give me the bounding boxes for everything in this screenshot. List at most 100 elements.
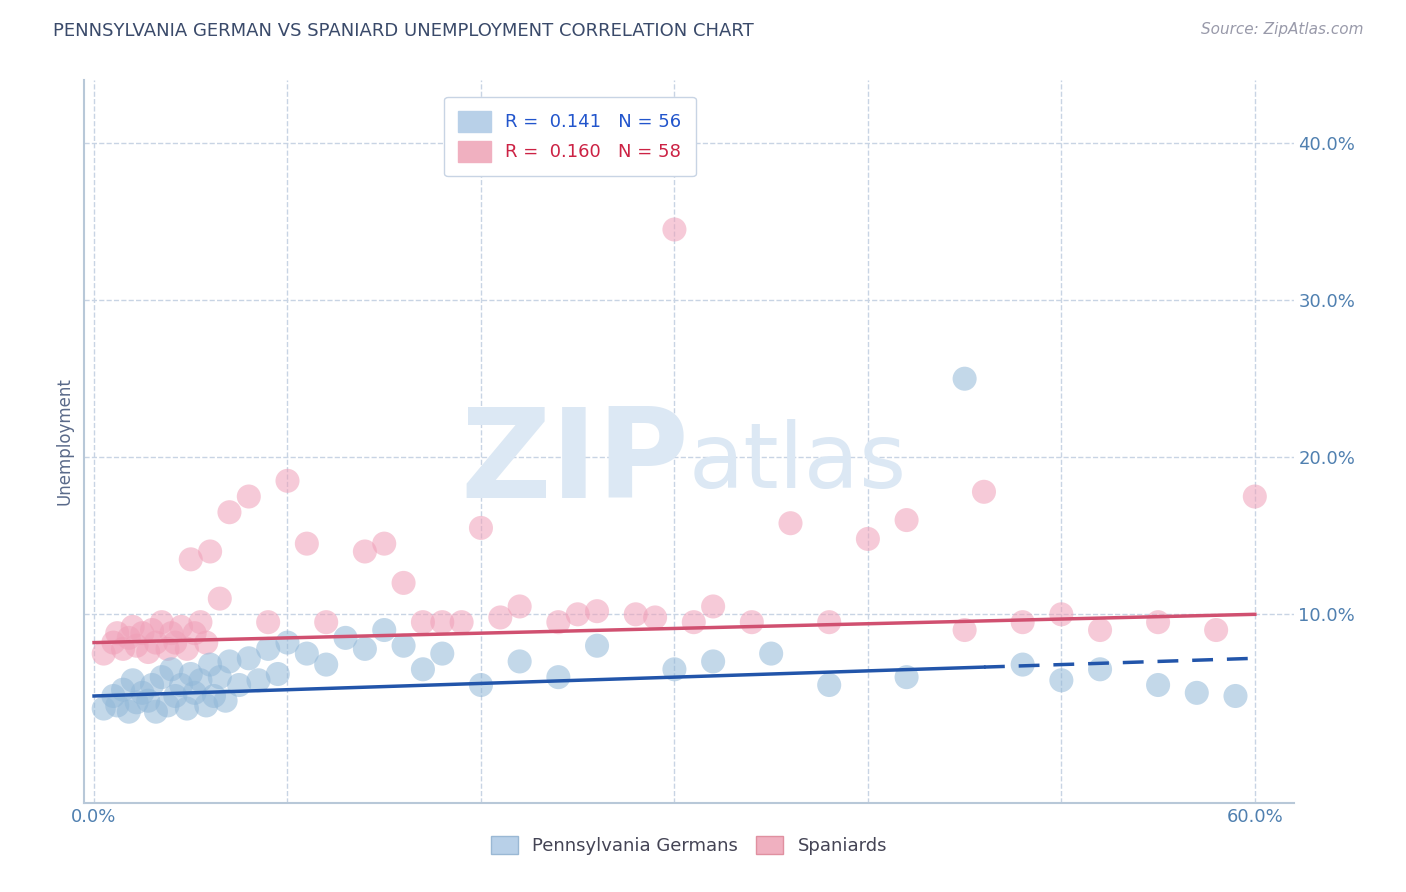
Point	[125, 695, 148, 709]
Point	[190, 673, 212, 688]
Point	[165, 635, 187, 649]
Point	[1147, 615, 1170, 630]
Point	[183, 626, 205, 640]
Point	[208, 591, 231, 606]
Text: atlas: atlas	[689, 419, 907, 508]
Point	[257, 615, 280, 630]
Point	[759, 647, 782, 661]
Point	[105, 698, 128, 713]
Point	[141, 623, 163, 637]
Point	[145, 635, 167, 649]
Point	[218, 655, 240, 669]
Point	[170, 678, 193, 692]
Point	[354, 641, 377, 656]
Point	[973, 484, 995, 499]
Point	[470, 521, 492, 535]
Point	[509, 655, 531, 669]
Point	[644, 610, 666, 624]
Point	[121, 620, 143, 634]
Point	[335, 631, 357, 645]
Point	[218, 505, 240, 519]
Point	[896, 513, 918, 527]
Text: ZIP: ZIP	[460, 402, 689, 524]
Point	[150, 615, 173, 630]
Point	[412, 662, 434, 676]
Point	[214, 694, 236, 708]
Point	[1243, 490, 1265, 504]
Point	[547, 670, 569, 684]
Point	[392, 639, 415, 653]
Point	[412, 615, 434, 630]
Point	[105, 626, 128, 640]
Point	[276, 635, 298, 649]
Legend: Pennsylvania Germans, Spaniards: Pennsylvania Germans, Spaniards	[484, 829, 894, 863]
Point	[682, 615, 704, 630]
Point	[1011, 615, 1033, 630]
Point	[586, 604, 609, 618]
Point	[1011, 657, 1033, 672]
Point	[267, 667, 290, 681]
Point	[93, 647, 115, 661]
Point	[121, 673, 143, 688]
Point	[1185, 686, 1208, 700]
Point	[373, 536, 395, 550]
Point	[432, 647, 454, 661]
Point	[176, 701, 198, 715]
Point	[195, 698, 218, 713]
Point	[118, 631, 141, 645]
Point	[180, 552, 202, 566]
Point	[702, 655, 724, 669]
Point	[208, 670, 231, 684]
Point	[779, 516, 801, 531]
Point	[818, 678, 841, 692]
Point	[896, 670, 918, 684]
Point	[247, 673, 270, 688]
Point	[567, 607, 589, 622]
Point	[741, 615, 763, 630]
Point	[165, 689, 187, 703]
Point	[170, 620, 193, 634]
Point	[145, 705, 167, 719]
Point	[373, 623, 395, 637]
Point	[112, 641, 135, 656]
Point	[470, 678, 492, 692]
Point	[136, 645, 159, 659]
Text: Source: ZipAtlas.com: Source: ZipAtlas.com	[1201, 22, 1364, 37]
Point	[1225, 689, 1247, 703]
Point	[664, 662, 686, 676]
Point	[156, 698, 179, 713]
Point	[624, 607, 647, 622]
Point	[141, 678, 163, 692]
Point	[156, 641, 179, 656]
Point	[1205, 623, 1227, 637]
Point	[1050, 673, 1073, 688]
Point	[160, 626, 183, 640]
Point	[315, 657, 337, 672]
Point	[1147, 678, 1170, 692]
Point	[489, 610, 512, 624]
Point	[276, 474, 298, 488]
Point	[1050, 607, 1073, 622]
Point	[295, 647, 318, 661]
Point	[180, 667, 202, 681]
Point	[509, 599, 531, 614]
Point	[202, 689, 225, 703]
Point	[195, 635, 218, 649]
Point	[131, 626, 153, 640]
Point	[176, 641, 198, 656]
Point	[112, 682, 135, 697]
Text: PENNSYLVANIA GERMAN VS SPANIARD UNEMPLOYMENT CORRELATION CHART: PENNSYLVANIA GERMAN VS SPANIARD UNEMPLOY…	[53, 22, 754, 40]
Point	[450, 615, 472, 630]
Point	[150, 670, 173, 684]
Point	[136, 694, 159, 708]
Point	[103, 689, 125, 703]
Point	[818, 615, 841, 630]
Point	[198, 544, 221, 558]
Point	[432, 615, 454, 630]
Point	[392, 575, 415, 590]
Point	[198, 657, 221, 672]
Point	[953, 623, 976, 637]
Point	[190, 615, 212, 630]
Point	[315, 615, 337, 630]
Point	[295, 536, 318, 550]
